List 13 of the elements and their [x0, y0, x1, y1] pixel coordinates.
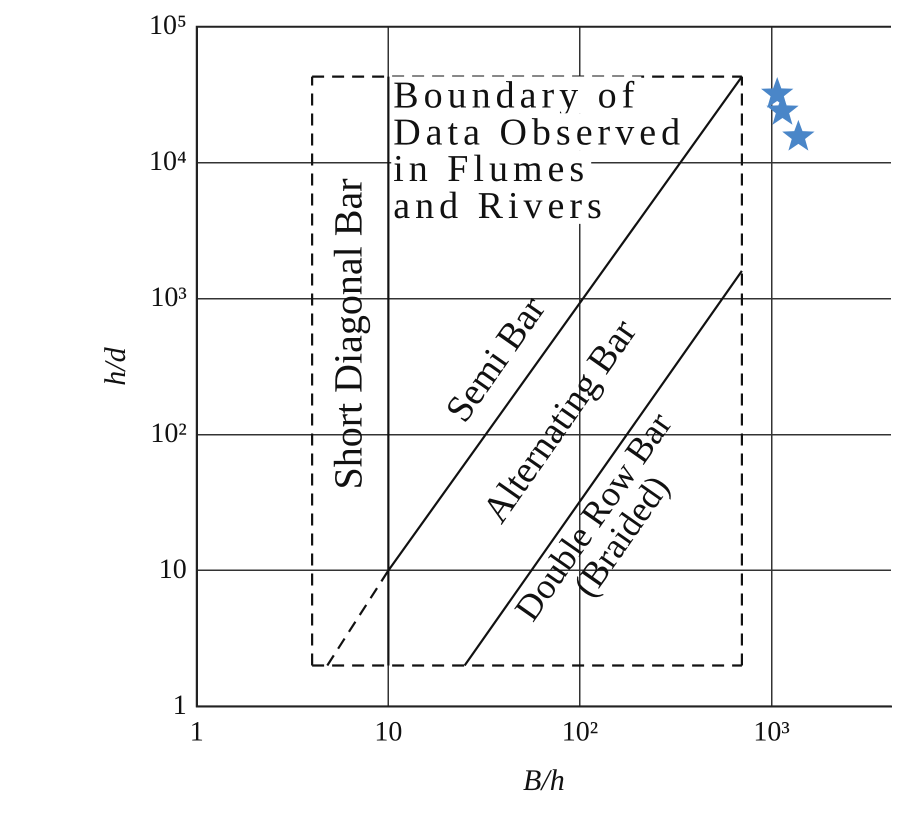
- annotation: Short Diagonal Bar: [325, 178, 370, 490]
- y-tick-label: 10: [158, 554, 187, 585]
- y-axis-title: h/d: [98, 346, 132, 386]
- annotation: Boundary of Data Observed in Flumes and Rivers: [393, 74, 686, 228]
- y-tick-label: 1: [172, 690, 187, 721]
- x-tick-label: 10²: [562, 716, 598, 748]
- x-tick-label: 10: [374, 716, 402, 748]
- x-axis-title: B/h: [523, 764, 565, 797]
- x-tick-label: 10³: [753, 716, 790, 748]
- y-tick-label: 10²: [150, 418, 187, 449]
- y-tick-label: 10⁵: [148, 10, 187, 42]
- y-tick-label: 10⁴: [148, 146, 187, 178]
- y-tick-label: 10³: [150, 282, 187, 313]
